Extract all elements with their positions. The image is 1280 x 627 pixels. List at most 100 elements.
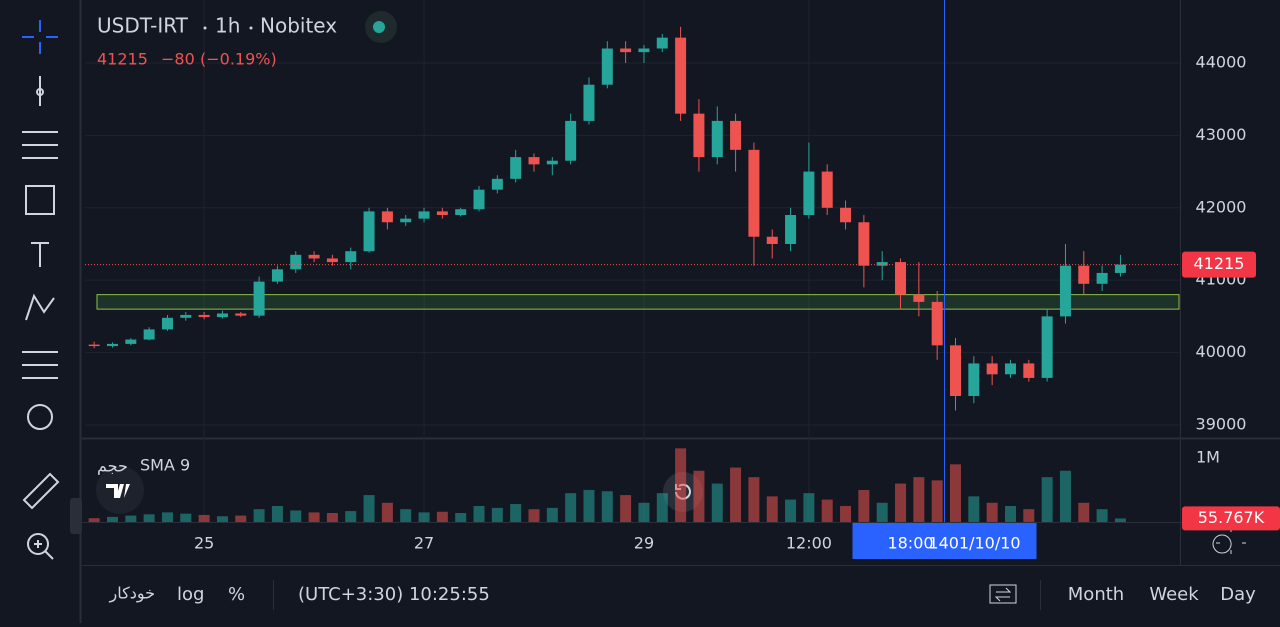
volume-bar [473, 505, 485, 522]
volume-bar [1096, 509, 1108, 522]
range-button[interactable]: Week [1149, 584, 1199, 605]
candle-body [858, 222, 870, 266]
candle-body [418, 211, 430, 219]
measure-tool[interactable] [22, 472, 60, 510]
zoom-tool-plus [34, 540, 54, 560]
last-price-label: 41215 [1194, 254, 1245, 273]
candle-body [1041, 316, 1053, 378]
volume-bar [363, 495, 375, 522]
volume-bar [968, 496, 980, 522]
last-volume-label: 55.767K [1198, 508, 1265, 527]
volume-bar [143, 514, 155, 522]
zoom-tool[interactable] [27, 533, 49, 555]
volume-bar [253, 509, 265, 522]
volume-bar [290, 510, 302, 522]
fib-tool[interactable] [22, 131, 58, 159]
volume-bar [216, 516, 228, 522]
volume-bar [161, 512, 173, 522]
volume-bar [675, 448, 687, 522]
volume-bar [436, 511, 448, 522]
separator [203, 26, 207, 30]
emoji-tool[interactable] [27, 404, 53, 430]
volume-bar [1059, 470, 1071, 522]
volume-bar [986, 502, 998, 522]
candle-body [766, 236, 778, 244]
candle-body [161, 317, 173, 330]
line-tool-dot [36, 88, 44, 96]
candle-body [510, 157, 522, 179]
candle-body [198, 314, 210, 318]
volume-bar [400, 509, 412, 522]
y-tick-label: 44000 [1196, 52, 1247, 71]
volume-bar [840, 505, 852, 522]
candle-body [180, 314, 192, 318]
volume-bar [418, 512, 430, 522]
volume-bar [1041, 477, 1053, 522]
volume-bar [106, 516, 118, 522]
volume-bar [1114, 518, 1126, 522]
volume-bar [125, 515, 137, 522]
drawing-tools[interactable] [22, 20, 60, 560]
candle-body [730, 120, 742, 150]
volume-bar [858, 489, 870, 522]
candle-body [1004, 363, 1016, 375]
volume-bar [1004, 505, 1016, 522]
exchange: Nobitex [260, 14, 337, 38]
volume-bar [876, 502, 888, 522]
tv-logo-mark [106, 484, 130, 498]
candle-body [1078, 265, 1090, 284]
candle-body [271, 269, 283, 282]
volume-title: حجم [97, 457, 128, 476]
candle-body [455, 209, 467, 216]
range-button[interactable]: Month [1068, 584, 1124, 605]
candle-body [895, 262, 907, 295]
candle-body [1059, 265, 1071, 317]
volume-bar [620, 495, 632, 522]
candle-body [583, 84, 595, 121]
volume-bar [565, 493, 577, 522]
candle-body [345, 251, 357, 263]
volume-bar [1023, 509, 1035, 522]
separator [249, 26, 253, 30]
volume-bar [950, 464, 961, 522]
collapse-button[interactable] [70, 498, 82, 534]
volume-bar [895, 483, 907, 522]
volume-bar [766, 496, 778, 522]
volume-indicator: SMA 9 [140, 456, 190, 475]
percent-toggle[interactable]: % [228, 584, 245, 605]
volume-bar [656, 493, 668, 522]
clock: (UTC+3:30) 10:25:55 [298, 584, 490, 605]
volume-bar [693, 470, 705, 522]
text-tool[interactable] [31, 242, 49, 267]
candle-body [491, 178, 503, 190]
crosshair-tool[interactable] [22, 20, 58, 54]
volume-bar [510, 504, 522, 522]
volume-tick-label: 1M [1196, 447, 1220, 466]
candle-body [88, 344, 100, 347]
candle-body [913, 294, 925, 302]
change-pct: (−0.19%) [200, 50, 277, 69]
log-toggle[interactable]: log [177, 584, 204, 605]
compare-icon[interactable] [989, 584, 1017, 604]
volume-bar [326, 513, 338, 522]
candle-body [1114, 264, 1126, 273]
last-volume-tag [1182, 506, 1280, 531]
candle-body [546, 160, 558, 165]
candle-body [748, 149, 760, 237]
volume-bar [931, 480, 943, 522]
pattern-tool[interactable] [25, 293, 55, 321]
auto-scale[interactable]: خودکار [109, 584, 156, 604]
volume-bar [546, 507, 558, 522]
volume-bar [913, 477, 925, 522]
shape-tool[interactable] [25, 185, 55, 215]
range-button[interactable]: Day [1220, 584, 1256, 605]
y-tick-label: 39000 [1196, 414, 1247, 433]
volume-bar [785, 499, 797, 522]
candle-body [473, 189, 485, 210]
candle-body [840, 207, 852, 223]
candle-body [931, 301, 943, 346]
candle-body [620, 48, 632, 53]
last-price-tag [1182, 251, 1256, 278]
prediction-tool[interactable] [22, 351, 58, 379]
candle-body [125, 339, 137, 344]
